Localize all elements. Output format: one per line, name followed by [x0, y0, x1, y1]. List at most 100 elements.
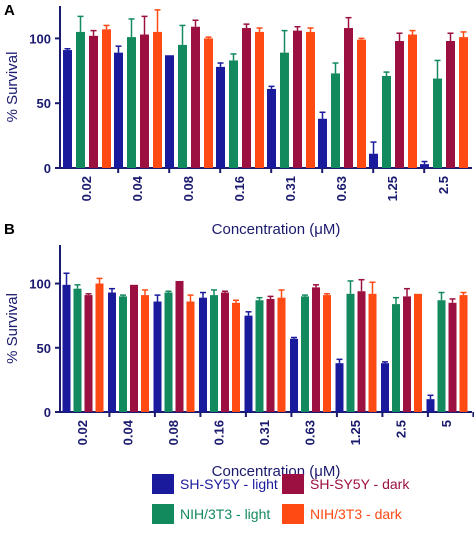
bar [141, 295, 149, 412]
bar [73, 288, 82, 412]
bar [130, 284, 138, 412]
y-tick-label: 100 [29, 31, 51, 46]
bar [290, 338, 298, 412]
x-tick-label: 0.04 [130, 175, 145, 201]
bar [312, 287, 320, 412]
x-tick-label: 1.25 [385, 176, 400, 201]
bar [229, 60, 238, 168]
panel-label: B [4, 221, 15, 238]
legend-item-shsy5y-light: SH-SY5Y - light [152, 474, 278, 494]
x-tick-label: 0.31 [257, 420, 272, 445]
bar [277, 297, 286, 412]
bar [448, 302, 457, 412]
bar [382, 75, 391, 168]
x-tick-label: 0.16 [212, 420, 227, 445]
bar [175, 280, 184, 412]
bar [216, 66, 225, 168]
bar [392, 304, 400, 412]
x-tick-label: 0.08 [166, 420, 181, 445]
bar [459, 295, 468, 412]
bar [403, 296, 411, 412]
x-tick-label: 0.63 [303, 420, 318, 445]
legend-item-shsy5y-dark: SH-SY5Y - dark [282, 474, 409, 494]
y-tick-label: 50 [37, 96, 51, 111]
bar [255, 300, 264, 412]
bar [191, 26, 200, 169]
bar [357, 39, 366, 168]
bar [114, 52, 123, 168]
bar [221, 292, 229, 412]
bar [437, 300, 446, 412]
bar [84, 295, 93, 412]
bar [301, 296, 309, 412]
bar [127, 37, 136, 168]
y-axis-label: % Survival [4, 293, 21, 364]
bar [76, 31, 85, 169]
x-tick-label: 2.5 [436, 176, 451, 194]
legend-label: SH-SY5Y - dark [310, 476, 410, 492]
bar [244, 315, 253, 412]
bar [408, 34, 417, 169]
x-tick-label: 0.02 [79, 176, 94, 201]
legend-label: SH-SY5Y - light [180, 476, 278, 492]
legend-swatch [282, 474, 304, 494]
bar [102, 29, 111, 168]
bar [164, 292, 173, 412]
bar [255, 31, 264, 169]
bar [210, 295, 218, 412]
bar [232, 302, 240, 412]
x-tick-label: 0.02 [75, 420, 90, 445]
panel-label: A [4, 2, 15, 19]
chart-panel-b: B 0 50 100 % Survival 0.02 0.04 0.08 0.16 0.31 0.6… [4, 221, 474, 480]
bar [89, 35, 98, 168]
bar [62, 284, 71, 412]
bar [414, 293, 422, 412]
bar [153, 31, 162, 169]
bar [266, 298, 275, 412]
bar [344, 28, 353, 169]
y-tick-label: 0 [44, 161, 51, 176]
bar [119, 296, 127, 412]
bar [63, 50, 72, 169]
legend-label: NIH/3T3 - dark [310, 506, 402, 522]
bar [381, 363, 389, 412]
bar [395, 40, 404, 168]
bar [420, 164, 429, 168]
x-tick-label: 2.5 [394, 420, 409, 438]
legend-item-nih3t3-light: NIH/3T3 - light [152, 504, 270, 524]
bar [426, 399, 435, 412]
bar [357, 291, 366, 412]
bar [331, 73, 340, 168]
bar [165, 55, 174, 168]
bar [108, 292, 116, 412]
x-tick-label: 5 [439, 420, 454, 427]
legend-swatch [152, 474, 174, 494]
bar [280, 52, 289, 168]
x-tick-label: 0.16 [232, 176, 247, 201]
legend-swatch [282, 504, 304, 524]
bar [369, 153, 378, 168]
bar [446, 40, 455, 168]
bar [267, 88, 276, 168]
chart-panel-a: A 0 50 100 % Survival 0.02 0.04 0.08 0.16 0.31 0.6… [4, 2, 472, 238]
bar [459, 37, 468, 168]
bar [318, 118, 327, 168]
x-tick-label: 0.08 [181, 176, 196, 201]
x-tick-label: 1.25 [348, 420, 363, 445]
y-axis-label: % Survival [4, 52, 21, 123]
y-tick-label: 50 [37, 341, 51, 356]
bar [204, 38, 213, 169]
bar [368, 293, 377, 412]
bar [346, 293, 355, 412]
bar [186, 301, 195, 412]
bar [323, 295, 331, 412]
x-axis-label: Concentration (μM) [212, 221, 341, 238]
bar [153, 301, 162, 412]
legend-label: NIH/3T3 - light [180, 506, 271, 522]
y-tick-label: 0 [44, 405, 51, 420]
bar [433, 78, 442, 168]
legend-swatch [152, 504, 174, 524]
x-tick-label: 0.63 [334, 176, 349, 201]
bar [335, 363, 344, 412]
